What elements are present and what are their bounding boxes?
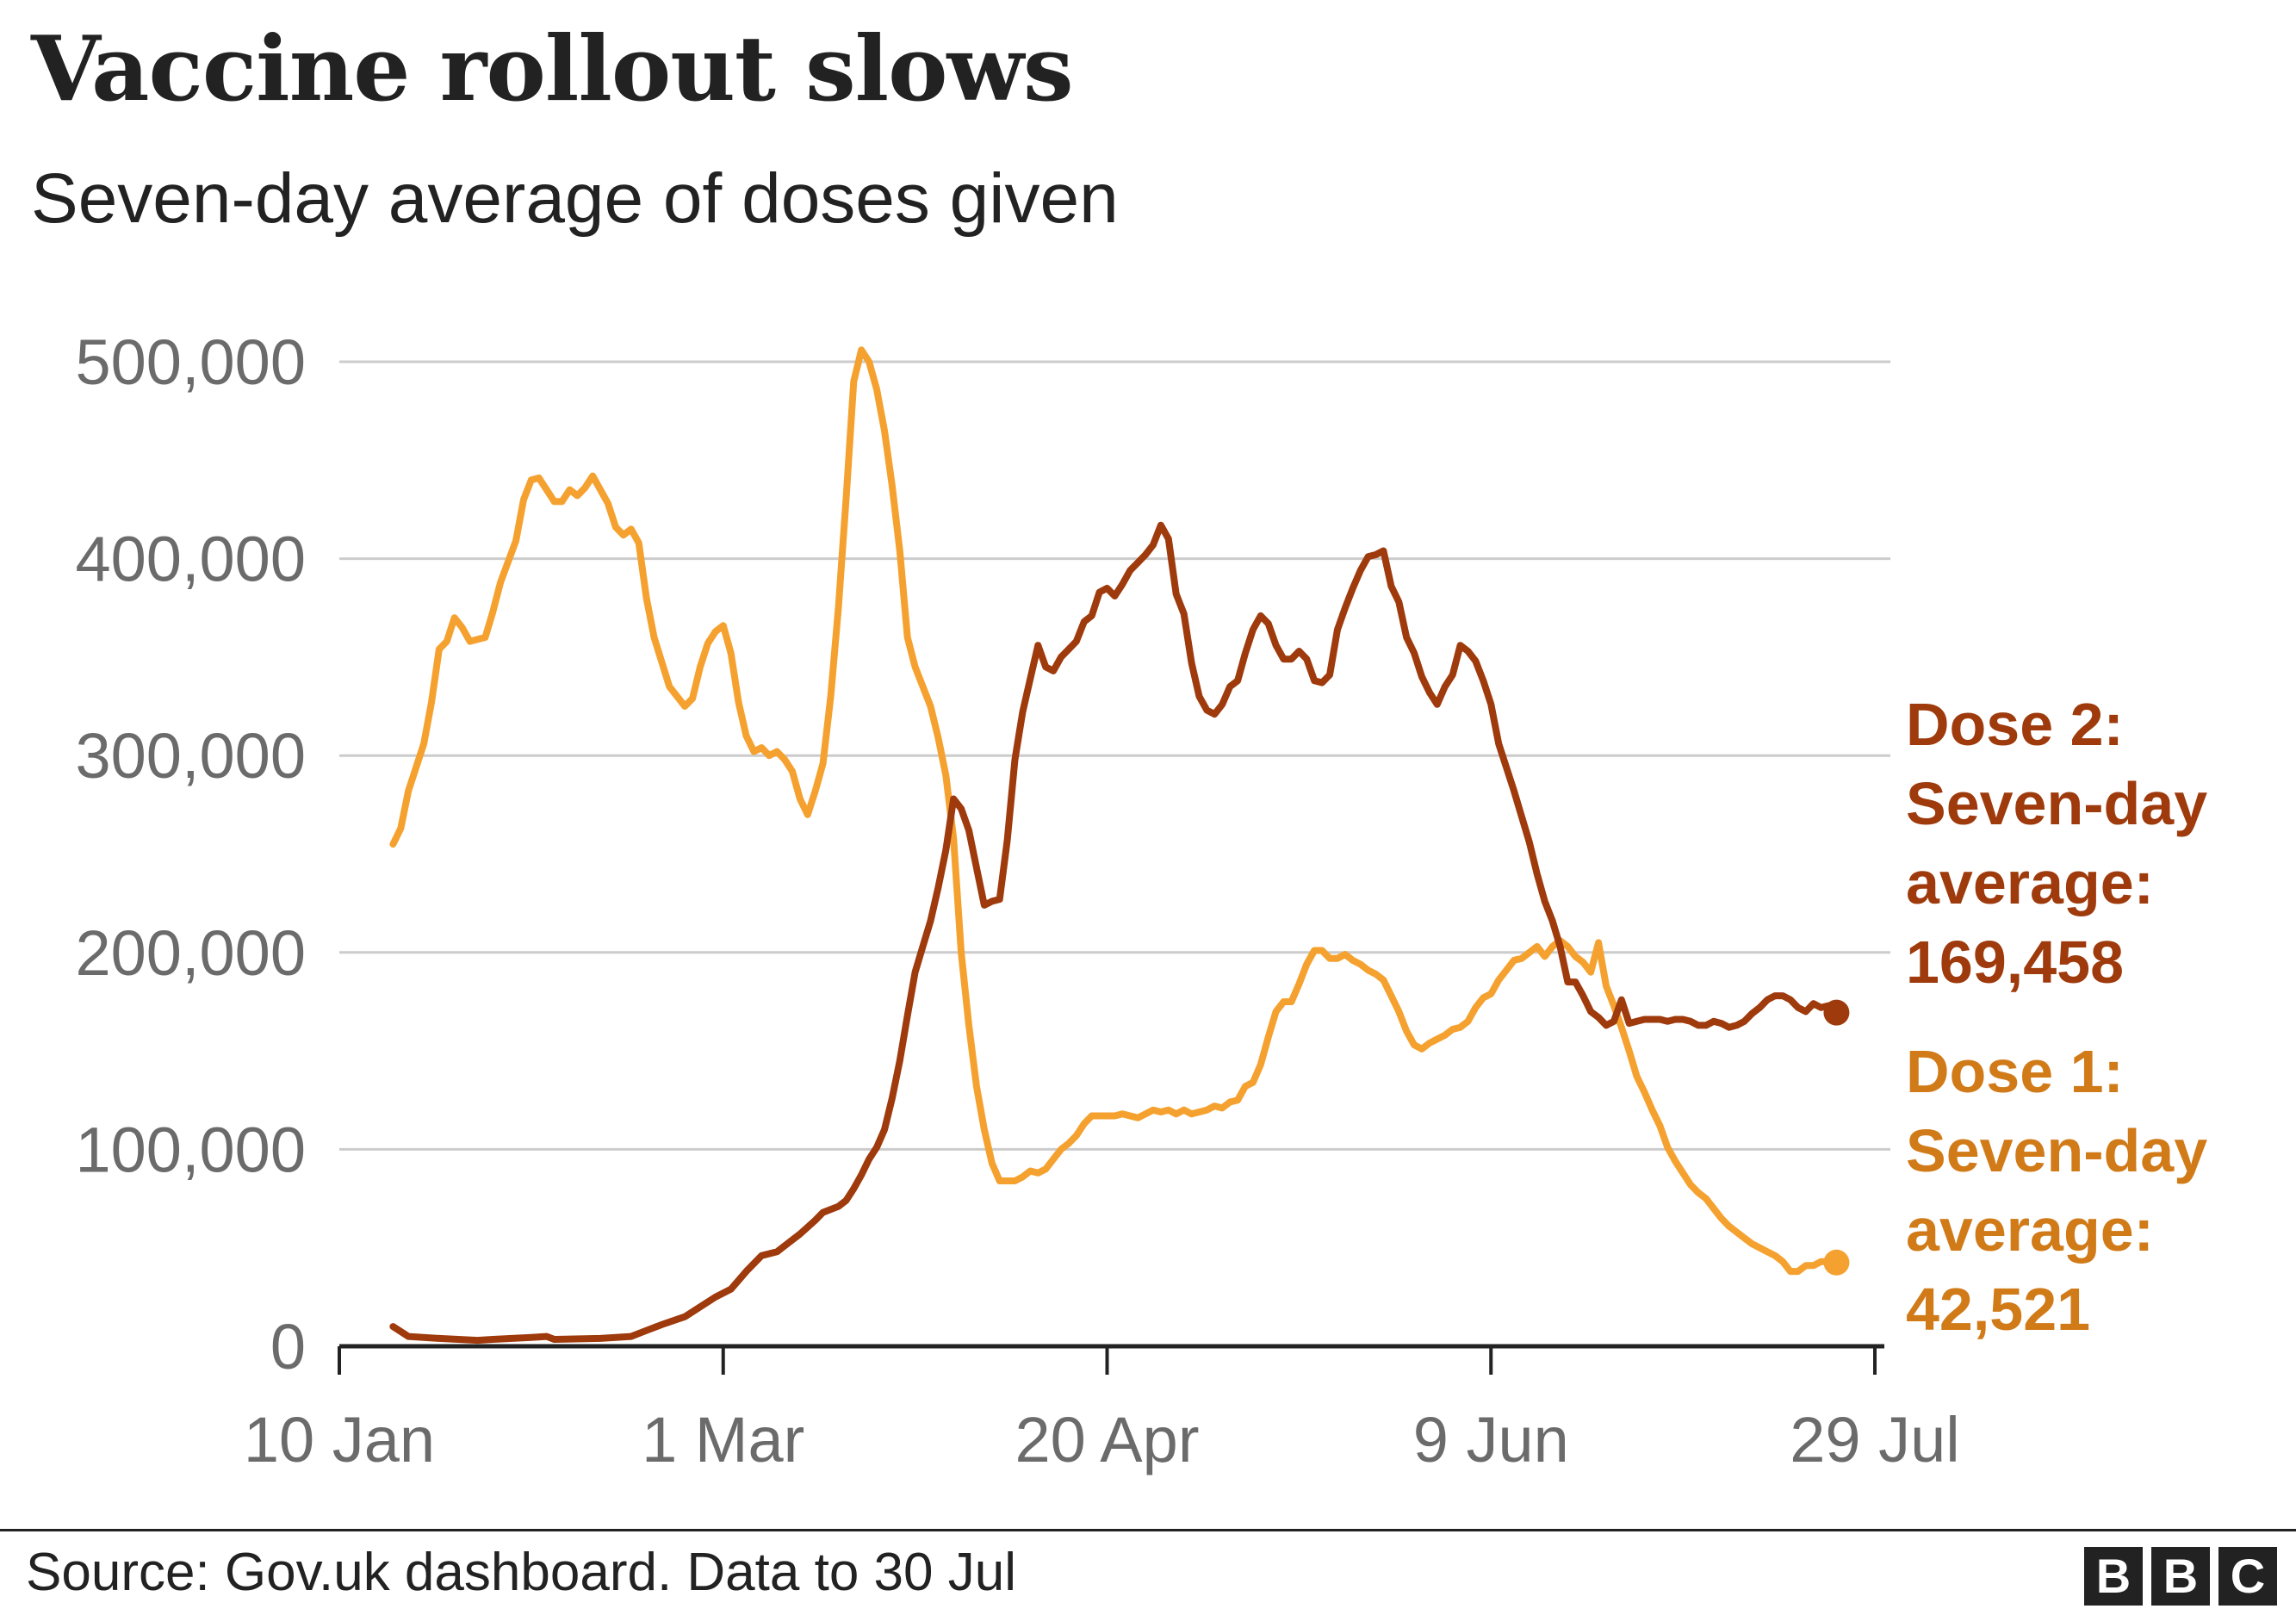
y-axis-tick-labels: 0 100,000 200,000 300,000 400,000 500,000 bbox=[76, 326, 307, 1382]
bbc-logo-letter: C bbox=[2218, 1547, 2277, 1606]
dose-2-end-label-line: 169,458 bbox=[1906, 929, 2124, 996]
end-labels: Dose 1: Seven-day average: 42,521 Dose 2: Sev… bbox=[1906, 691, 2207, 1343]
line-chart: 0 100,000 200,000 300,000 400,000 500,000 10 … bbox=[76, 326, 2208, 1475]
x-axis: 10 Jan 1 Mar 20 Apr 9 Jun 29 Jul bbox=[244, 1344, 1960, 1475]
dose-1-end-label-line: Seven-day bbox=[1906, 1117, 2207, 1184]
y-tick-label: 500,000 bbox=[76, 326, 307, 398]
bbc-logo: B B C bbox=[2084, 1547, 2277, 1606]
dose-1-line bbox=[389, 346, 1840, 1276]
dose-2-line bbox=[389, 521, 1840, 1345]
source-note: Source: Gov.uk dashboard. Data to 30 Jul bbox=[26, 1543, 1016, 1602]
y-tick-label: 0 bbox=[270, 1311, 306, 1382]
series-lines bbox=[389, 346, 1850, 1345]
footer-divider bbox=[0, 1529, 2296, 1531]
chart-subtitle: Seven-day average of doses given bbox=[31, 159, 1119, 238]
x-tick-label: 29 Jul bbox=[1790, 1404, 1959, 1475]
y-tick-label: 400,000 bbox=[76, 524, 307, 595]
dose-1-end-label-line: 42,521 bbox=[1906, 1276, 2090, 1343]
bbc-logo-letter: B bbox=[2151, 1547, 2210, 1606]
x-tick-label: 20 Apr bbox=[1015, 1404, 1200, 1475]
dose-1-end-label-line: average: bbox=[1906, 1196, 2154, 1264]
dose-2-end-label-line: Seven-day bbox=[1906, 770, 2207, 837]
dose-2-end-label-line: average: bbox=[1906, 849, 2154, 916]
dose-2-end-label-line: Dose 2: bbox=[1906, 691, 2124, 758]
y-tick-label: 200,000 bbox=[76, 917, 307, 989]
bbc-logo-letter: B bbox=[2084, 1547, 2143, 1606]
gridlines bbox=[339, 360, 1890, 1151]
dose-1-end-label-line: Dose 1: bbox=[1906, 1038, 2124, 1105]
x-tick-label: 9 Jun bbox=[1413, 1404, 1569, 1475]
x-tick-label: 1 Mar bbox=[642, 1404, 804, 1475]
dose-2-end-marker bbox=[1823, 999, 1850, 1026]
dose-1-end-marker bbox=[1823, 1249, 1850, 1276]
y-tick-label: 100,000 bbox=[76, 1114, 307, 1185]
y-tick-label: 300,000 bbox=[76, 720, 307, 792]
chart-title: Vaccine rollout slows bbox=[31, 16, 1074, 121]
x-tick-label: 10 Jan bbox=[244, 1404, 435, 1475]
